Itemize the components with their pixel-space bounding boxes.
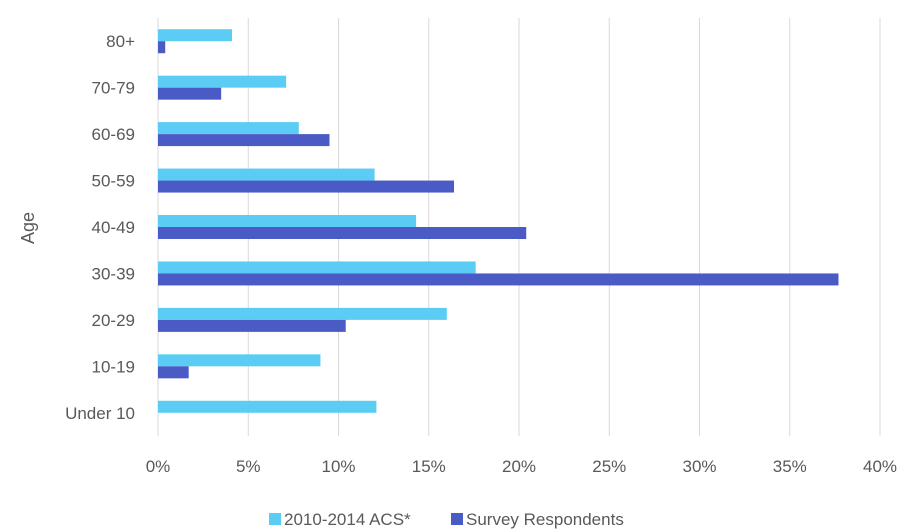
x-tick-label: 20% — [502, 457, 536, 476]
category-label: 40-49 — [92, 218, 135, 237]
bar-survey — [158, 319, 346, 332]
bar-survey — [158, 134, 330, 147]
bar-survey — [158, 180, 455, 193]
category-label: 20-29 — [92, 311, 135, 330]
bar-acs — [158, 354, 321, 367]
bars — [158, 29, 839, 413]
x-tick-label: 40% — [863, 457, 897, 476]
bar-acs — [158, 261, 476, 274]
x-tick-label: 25% — [592, 457, 626, 476]
x-tick-label: 35% — [773, 457, 807, 476]
category-labels: Under 10 10-19 20-29 30-39 40-49 50-59 60-69 70… — [65, 32, 135, 423]
bar-acs — [158, 75, 287, 88]
legend: 2010-2014 ACS* Survey Respondents — [269, 510, 624, 529]
category-label: 30-39 — [92, 264, 135, 283]
category-label: Under 10 — [65, 404, 135, 423]
bar-acs — [158, 307, 447, 320]
bar-survey — [158, 41, 166, 54]
x-tick-label: 15% — [412, 457, 446, 476]
x-tick-labels: 0% 5% 10% 15% 20% 25% 30% 35% 40% — [146, 457, 897, 476]
legend-swatch — [269, 513, 281, 525]
x-tick-label: 5% — [236, 457, 261, 476]
legend-swatch — [451, 513, 463, 525]
category-label: 80+ — [106, 32, 135, 51]
bar-survey — [158, 273, 839, 286]
category-label: 50-59 — [92, 172, 135, 191]
x-tick-label: 30% — [682, 457, 716, 476]
category-label: 10-19 — [92, 357, 135, 376]
bar-acs — [158, 122, 299, 135]
bar-acs — [158, 215, 417, 227]
category-label: 70-79 — [92, 79, 135, 98]
category-label: 60-69 — [92, 125, 135, 144]
bar-survey — [158, 227, 527, 239]
bar-acs — [158, 29, 233, 42]
bar-acs — [158, 400, 377, 413]
bar-survey — [158, 366, 189, 379]
legend-label: 2010-2014 ACS* — [284, 510, 411, 529]
y-axis-title: Age — [18, 212, 38, 244]
bar-acs — [158, 168, 375, 181]
x-tick-label: 10% — [321, 457, 355, 476]
bar-survey — [158, 87, 222, 100]
legend-label: Survey Respondents — [466, 510, 624, 529]
x-tick-label: 0% — [146, 457, 171, 476]
